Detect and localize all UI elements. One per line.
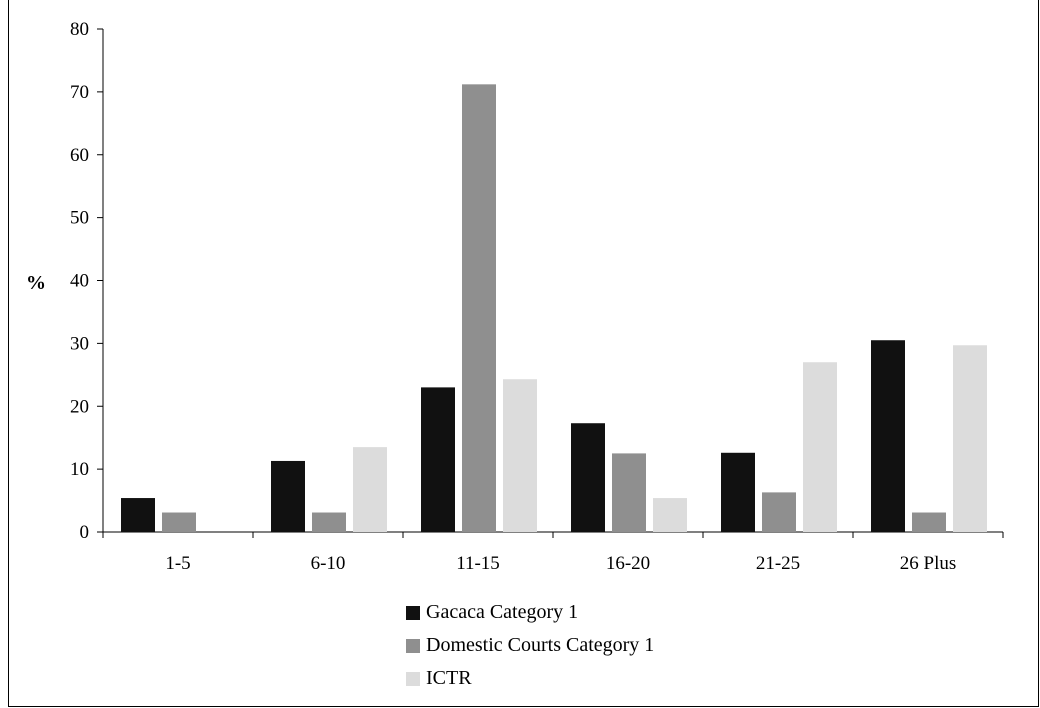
x-tick-label: 11-15	[456, 553, 500, 574]
tick-labels: 0 10 20 30 40 50 60 70 80 1-5 6-10 11-15 16-20 21-25 2…	[70, 19, 956, 574]
bar	[803, 362, 837, 532]
axes	[97, 28, 1004, 538]
x-tick-label: 1-5	[165, 553, 190, 574]
y-tick-label: 50	[70, 208, 89, 229]
x-tick-label: 6-10	[311, 553, 346, 574]
y-tick-label: 80	[70, 19, 89, 40]
legend-label-domestic-courts: Domestic Courts Category 1	[426, 634, 655, 656]
bar	[612, 453, 646, 532]
legend-swatch-domestic-courts	[406, 638, 420, 653]
legend-label-ictr: ICTR	[426, 667, 472, 689]
bar	[503, 379, 537, 532]
y-tick-label: 20	[70, 396, 89, 417]
x-tick-label: 26 Plus	[900, 553, 957, 574]
bar	[571, 423, 605, 532]
legend-item-domestic-courts: Domestic Courts Category 1	[406, 629, 654, 662]
bars	[121, 84, 987, 532]
legend: Gacaca Category 1 Domestic Courts Catego…	[406, 596, 654, 695]
bar	[312, 512, 346, 532]
legend-item-gacaca: Gacaca Category 1	[406, 596, 654, 629]
legend-swatch-ictr	[406, 671, 420, 686]
bar	[421, 387, 455, 532]
bar	[162, 512, 196, 532]
x-tick-label: 16-20	[606, 553, 650, 574]
y-tick-label: 30	[70, 333, 89, 354]
y-tick-label: 10	[70, 459, 89, 480]
bar	[271, 460, 305, 532]
y-tick-label: 70	[70, 82, 89, 103]
legend-swatch-gacaca	[406, 605, 420, 620]
y-tick-label: 40	[70, 271, 89, 292]
x-tick-label: 21-25	[756, 553, 800, 574]
legend-item-ictr: ICTR	[406, 662, 654, 695]
chart-frame	[8, 0, 1039, 707]
bar	[721, 452, 755, 532]
bar	[462, 84, 496, 532]
bar	[953, 345, 987, 532]
bar	[653, 498, 687, 532]
bar	[871, 340, 905, 532]
y-tick-label: 0	[80, 522, 90, 543]
bar	[121, 498, 155, 532]
legend-label-gacaca: Gacaca Category 1	[426, 601, 579, 623]
y-tick-label: 60	[70, 145, 89, 166]
bar-chart: 0 10 20 30 40 50 60 70 80 1-5 6-10 11-15 16-20 21-25 2…	[26, 19, 1004, 574]
bar	[353, 447, 387, 532]
bar	[912, 512, 946, 532]
y-axis-title: %	[26, 272, 46, 294]
bar	[762, 492, 796, 532]
